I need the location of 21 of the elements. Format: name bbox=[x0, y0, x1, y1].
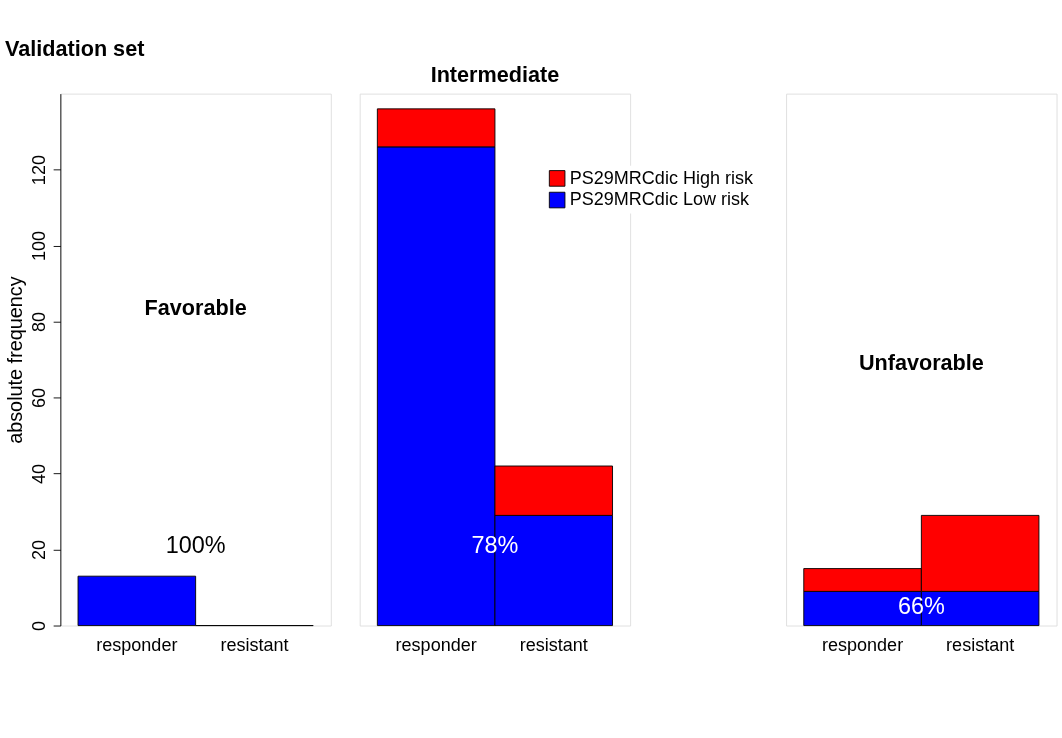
text: Unfavorable bbox=[858, 350, 984, 376]
legend-label: PS29MRCdic High risk bbox=[569, 167, 754, 188]
legend-label: PS29MRCdic Low risk bbox=[569, 189, 750, 210]
y-tick-label: 20 bbox=[28, 540, 49, 561]
y-axis-title: absolute frequency bbox=[4, 276, 27, 444]
y-tick-label: 120 bbox=[28, 155, 49, 186]
x-tick-label: responder bbox=[96, 635, 178, 656]
y-tick-label: 40 bbox=[28, 464, 49, 485]
y-tick-label: 60 bbox=[28, 388, 49, 409]
y-tick-label: 0 bbox=[28, 621, 49, 632]
y-tick-label: 80 bbox=[28, 312, 49, 333]
x-tick-label: responder bbox=[822, 635, 904, 656]
x-tick-label: resistant bbox=[519, 635, 588, 656]
text: Validation set bbox=[4, 36, 145, 62]
x-tick-label: resistant bbox=[220, 635, 289, 656]
x-tick-label: responder bbox=[395, 635, 477, 656]
chart-title: Intermediate bbox=[430, 61, 560, 87]
y-tick-label: 100 bbox=[28, 231, 49, 262]
text: Favorable bbox=[144, 294, 247, 320]
x-tick-label: resistant bbox=[946, 635, 1015, 656]
annotation: 100% bbox=[165, 531, 226, 558]
